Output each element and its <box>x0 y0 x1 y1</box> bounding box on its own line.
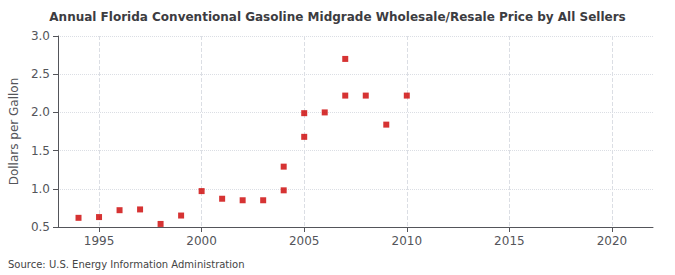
svg-text:Annual Florida Conventional Ga: Annual Florida Conventional Gasoline Mid… <box>49 10 625 24</box>
svg-text:3.0: 3.0 <box>31 29 50 43</box>
svg-text:1.5: 1.5 <box>31 144 50 158</box>
svg-text:2000: 2000 <box>186 234 217 248</box>
svg-text:1995: 1995 <box>84 234 115 248</box>
svg-text:Dollars per Gallon: Dollars per Gallon <box>7 78 21 186</box>
svg-text:Source: U.S. Energy Informatio: Source: U.S. Energy Information Administ… <box>8 259 245 270</box>
svg-text:0.5: 0.5 <box>31 220 50 234</box>
svg-text:2020: 2020 <box>597 234 628 248</box>
svg-text:1.0: 1.0 <box>31 182 50 196</box>
svg-text:2005: 2005 <box>289 234 320 248</box>
svg-text:2010: 2010 <box>392 234 423 248</box>
svg-text:2.0: 2.0 <box>31 105 50 119</box>
svg-text:2015: 2015 <box>494 234 525 248</box>
svg-text:2.5: 2.5 <box>31 67 50 81</box>
